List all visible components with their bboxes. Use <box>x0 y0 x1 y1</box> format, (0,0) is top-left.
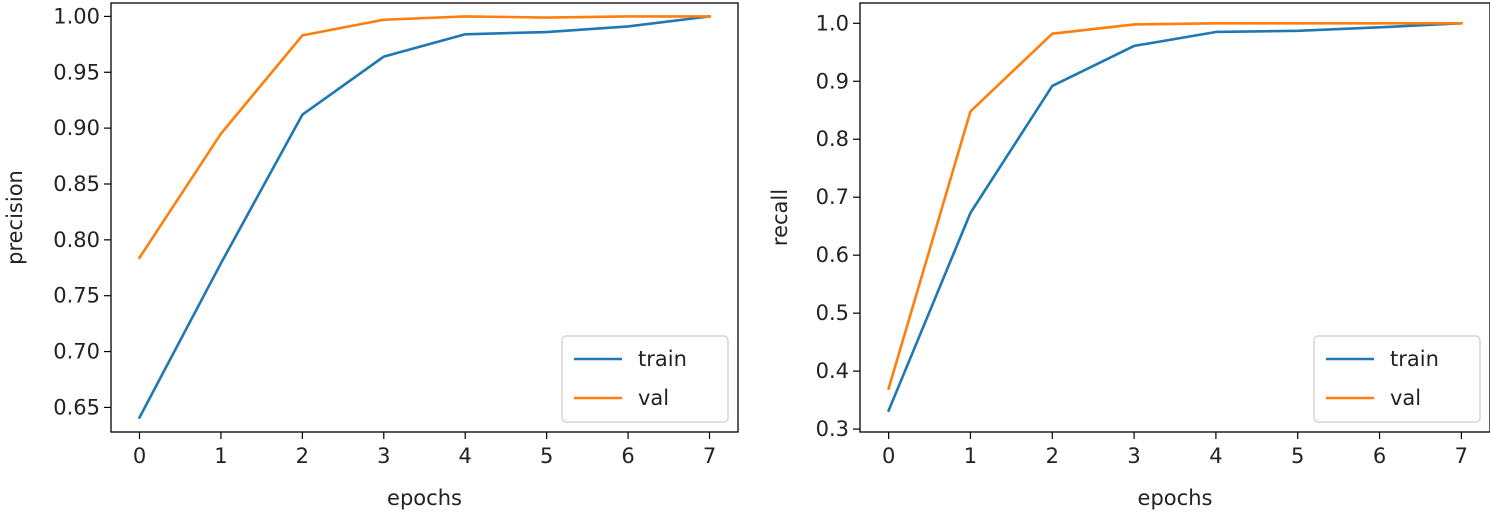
data-point-val <box>626 14 630 18</box>
data-point-val <box>708 14 712 18</box>
data-point-train <box>138 415 142 419</box>
data-point-val <box>1296 21 1300 25</box>
legend-label-val: val <box>638 386 669 410</box>
x-tick-label: 2 <box>296 444 309 468</box>
x-tick-label: 4 <box>459 444 472 468</box>
x-tick-label: 5 <box>540 444 553 468</box>
legend: train val <box>561 335 729 423</box>
legend: train val <box>1313 335 1481 423</box>
y-tick-label: 0.95 <box>53 60 100 84</box>
data-point-val <box>1050 32 1054 36</box>
data-point-val <box>968 109 972 113</box>
legend-frame <box>1313 335 1481 423</box>
y-tick-label: 0.9 <box>816 69 849 93</box>
x-tick-label: 2 <box>1046 444 1059 468</box>
data-point-val <box>463 14 467 18</box>
legend-label-val: val <box>1390 386 1421 410</box>
plot-frame <box>859 2 1490 433</box>
data-point-train <box>545 30 549 34</box>
x-tick-label: 7 <box>1455 444 1468 468</box>
y-tick-label: 0.3 <box>816 417 849 441</box>
legend-label-train: train <box>638 347 687 371</box>
data-point-train <box>463 32 467 36</box>
x-tick-label: 6 <box>1373 444 1386 468</box>
data-point-train <box>1132 44 1136 48</box>
x-axis-label: epochs <box>387 486 462 510</box>
data-point-train <box>968 211 972 215</box>
data-point-val <box>545 16 549 20</box>
data-point-train <box>382 55 386 59</box>
y-tick-label: 0.65 <box>53 395 100 419</box>
y-tick-label: 0.4 <box>816 359 849 383</box>
data-point-train <box>1378 25 1382 29</box>
data-point-train <box>1050 84 1054 88</box>
x-tick-label: 6 <box>621 444 634 468</box>
data-point-val <box>382 18 386 22</box>
series-line-train <box>886 21 1463 413</box>
y-tick-label: 0.5 <box>816 301 849 325</box>
x-tick-label: 5 <box>1291 444 1304 468</box>
y-tick-label: 0.90 <box>53 116 100 140</box>
y-tick-label: 0.75 <box>53 284 100 308</box>
series-line-val <box>137 15 711 260</box>
y-axis-label: precision <box>3 170 27 265</box>
data-point-train <box>300 113 304 117</box>
data-point-train <box>887 409 891 413</box>
plot-frame <box>110 2 739 433</box>
data-point-val <box>1378 21 1382 25</box>
data-point-val <box>300 33 304 37</box>
data-point-train <box>626 24 630 28</box>
x-tick-label: 1 <box>964 444 977 468</box>
data-point-val <box>138 256 142 260</box>
data-point-train <box>1214 30 1218 34</box>
x-tick-label: 3 <box>1127 444 1140 468</box>
y-tick-label: 0.7 <box>816 185 849 209</box>
x-tick-label: 0 <box>133 444 146 468</box>
data-point-val <box>1459 21 1463 25</box>
data-point-val <box>219 132 223 136</box>
precision-chart: 0 1 2 3 4 5 6 7 0.65 0.70 0.75 0.80 0.85 0.90 0.95 1.00… <box>3 2 739 510</box>
y-tick-label: 1.00 <box>53 4 100 28</box>
x-axis-label: epochs <box>1138 486 1213 510</box>
x-tick-label: 1 <box>214 444 227 468</box>
y-axis-label: recall <box>768 189 792 246</box>
x-tick-label: 7 <box>703 444 716 468</box>
legend-label-train: train <box>1390 347 1439 371</box>
series-line-val <box>887 21 1463 391</box>
data-point-val <box>1214 21 1218 25</box>
y-tick-label: 0.85 <box>53 172 100 196</box>
x-tick-label: 3 <box>377 444 390 468</box>
y-tick-label: 1.0 <box>816 11 849 35</box>
x-tick-label: 4 <box>1209 444 1222 468</box>
y-tick-label: 0.6 <box>816 243 849 267</box>
data-point-val <box>887 387 891 391</box>
y-tick-label: 0.80 <box>53 228 100 252</box>
data-point-val <box>1132 22 1136 26</box>
series-line-train <box>137 14 711 420</box>
data-point-train <box>219 261 223 265</box>
recall-chart: 0 1 2 3 4 5 6 7 0.3 0.4 0.5 0.6 0.7 0.8 0.9 1.0 epochs re… <box>768 2 1490 510</box>
data-point-train <box>1296 29 1300 33</box>
y-tick-label: 0.8 <box>816 127 849 151</box>
legend-frame <box>561 335 729 423</box>
x-tick-label: 0 <box>882 444 895 468</box>
y-tick-label: 0.70 <box>53 340 100 364</box>
